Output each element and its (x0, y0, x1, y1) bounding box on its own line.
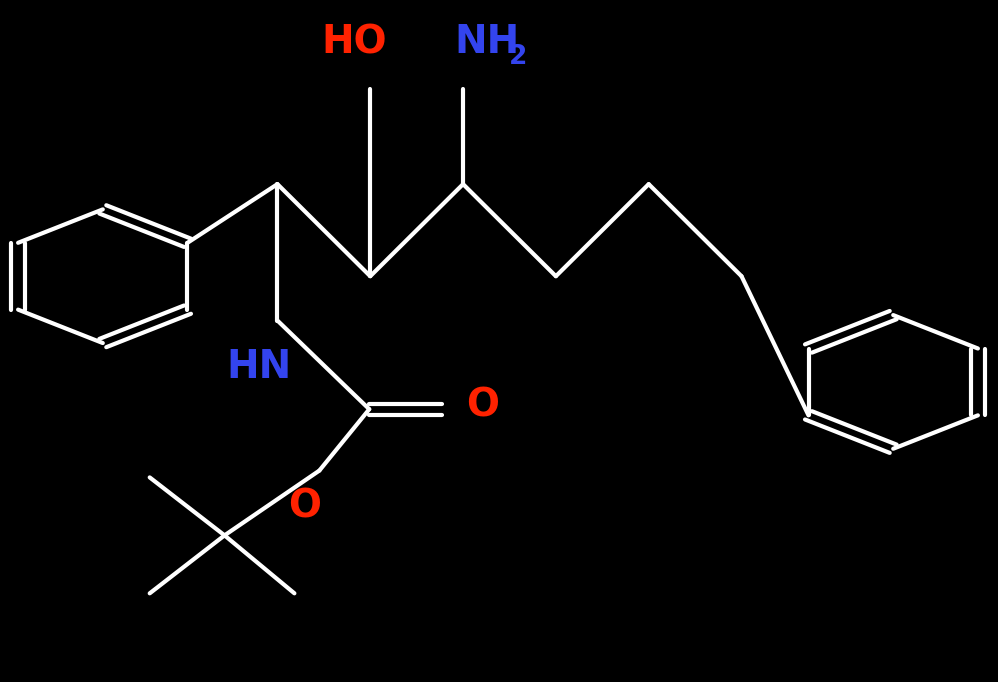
Text: 2: 2 (509, 44, 527, 70)
Text: NH: NH (454, 23, 519, 61)
Text: O: O (466, 387, 499, 425)
Text: HO: HO (321, 23, 387, 61)
Text: O: O (287, 488, 321, 526)
Text: HN: HN (227, 348, 292, 386)
